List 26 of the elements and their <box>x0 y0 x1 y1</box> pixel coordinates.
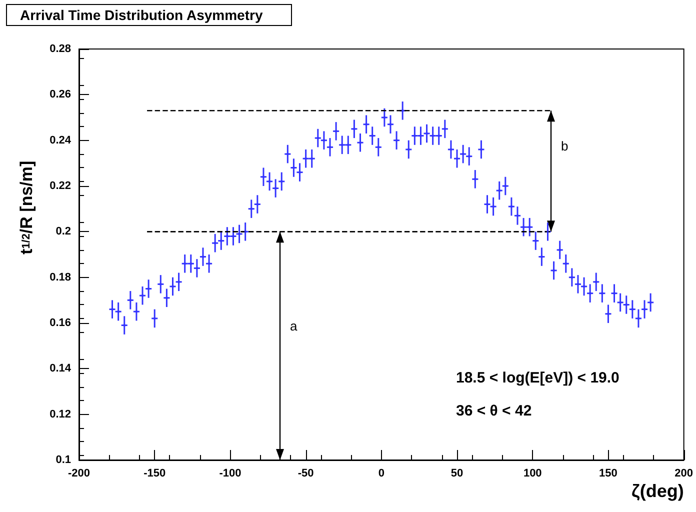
y-axis-title: t1/2/R [ns/m] <box>17 160 36 254</box>
y-tick-label: 0.14 <box>50 362 72 375</box>
x-tick-label: -150 <box>144 468 166 480</box>
y-tick-label: 0.22 <box>50 180 71 192</box>
x-tick-label: -50 <box>298 468 314 480</box>
x-tick-label: 100 <box>523 468 542 480</box>
annotation: 18.5 < log(E[eV]) < 19.0 <box>456 370 620 386</box>
x-tick-label: -100 <box>219 468 242 480</box>
y-tick-label: 0.1 <box>56 454 71 466</box>
y-tick-label: 0.28 <box>50 43 71 55</box>
x-axis-title: ζ(deg) <box>632 481 684 501</box>
y-tick-label: 0.2 <box>56 226 71 238</box>
x-tick-label: -200 <box>68 468 90 480</box>
annotation: 36 < θ < 42 <box>456 402 532 420</box>
y-tick-label: 0.16 <box>50 317 71 329</box>
x-tick-label: 150 <box>599 468 618 480</box>
annotation: a <box>290 318 298 334</box>
x-tick-label: 50 <box>450 468 464 480</box>
annotation: b <box>561 138 568 154</box>
y-tick-label: 0.12 <box>50 408 71 420</box>
chart-title: Arrival Time Distribution Asymmetry <box>20 7 263 23</box>
x-tick-label: 200 <box>674 468 694 480</box>
y-tick-label: 0.26 <box>50 88 71 101</box>
y-tick-label: 0.18 <box>50 271 71 284</box>
x-tick-label: 0 <box>378 468 384 480</box>
y-tick-label: 0.24 <box>50 134 72 146</box>
